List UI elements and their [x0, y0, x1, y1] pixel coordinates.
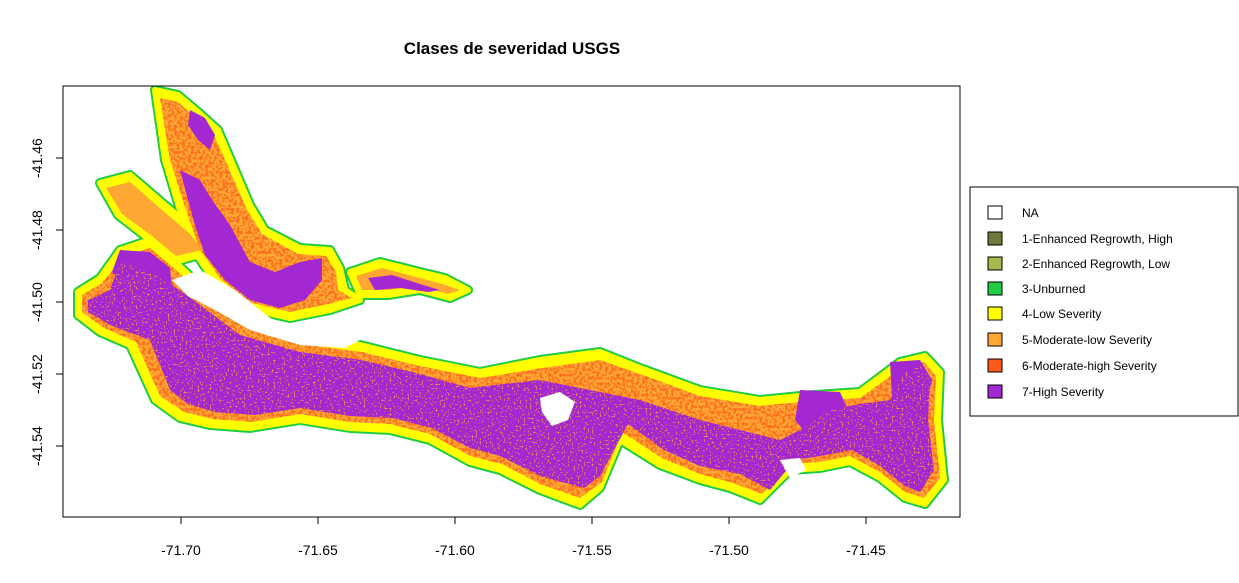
- legend-swatch: [987, 281, 1003, 296]
- legend-swatch: [987, 358, 1003, 373]
- y-tick-label: -41.48: [29, 210, 45, 250]
- legend-swatch: [987, 205, 1003, 220]
- x-tick-label: -71.45: [846, 542, 886, 558]
- legend-label: 2-Enhanced Regrowth, Low: [1022, 257, 1170, 271]
- mixed-speckle: [88, 262, 934, 492]
- y-tick-label: -41.50: [29, 282, 45, 322]
- x-tick-label: -71.70: [161, 542, 201, 558]
- legend-swatch: [987, 306, 1003, 321]
- legend-swatch: [987, 231, 1003, 246]
- map-title: Clases de severidad USGS: [404, 39, 620, 58]
- legend-box: [969, 186, 1239, 417]
- x-tick-label: -71.65: [298, 542, 338, 558]
- y-tick-labels: -41.46 -41.48 -41.50 -41.52 -41.54: [29, 138, 45, 466]
- legend-label: NA: [1022, 206, 1039, 220]
- legend-item: 6-Moderate-high Severity: [987, 358, 1157, 373]
- legend-swatch: [987, 256, 1003, 271]
- legend-item: 5-Moderate-low Severity: [987, 332, 1152, 347]
- legend-item: 1-Enhanced Regrowth, High: [987, 231, 1173, 246]
- y-tick-label: -41.54: [29, 426, 45, 466]
- y-tick-label: -41.46: [29, 138, 45, 178]
- interior-gaps: [172, 270, 806, 478]
- legend-label: 1-Enhanced Regrowth, High: [1022, 232, 1173, 246]
- y-axis: [56, 157, 63, 447]
- legend-item: 4-Low Severity: [987, 306, 1101, 321]
- legend: NA 1-Enhanced Regrowth, High 2-Enhanced …: [969, 186, 1239, 417]
- burn-area: [73, 86, 949, 510]
- legend-swatch: [987, 384, 1003, 399]
- x-axis: [180, 517, 867, 524]
- legend-item: NA: [987, 205, 1039, 220]
- legend-label: 7-High Severity: [1022, 385, 1104, 399]
- legend-label: 3-Unburned: [1022, 282, 1085, 296]
- legend-label: 5-Moderate-low Severity: [1022, 333, 1152, 347]
- x-tick-label: -71.55: [572, 542, 612, 558]
- x-tick-label: -71.60: [435, 542, 475, 558]
- legend-swatch: [987, 332, 1003, 347]
- y-tick-label: -41.52: [29, 354, 45, 394]
- legend-label: 6-Moderate-high Severity: [1022, 359, 1157, 373]
- legend-item: 3-Unburned: [987, 281, 1085, 296]
- legend-item: 7-High Severity: [987, 384, 1104, 399]
- x-tick-labels: -71.70 -71.65 -71.60 -71.55 -71.50 -71.4…: [161, 542, 886, 558]
- legend-label: 4-Low Severity: [1022, 307, 1101, 321]
- legend-item: 2-Enhanced Regrowth, Low: [987, 256, 1170, 271]
- x-tick-label: -71.50: [709, 542, 749, 558]
